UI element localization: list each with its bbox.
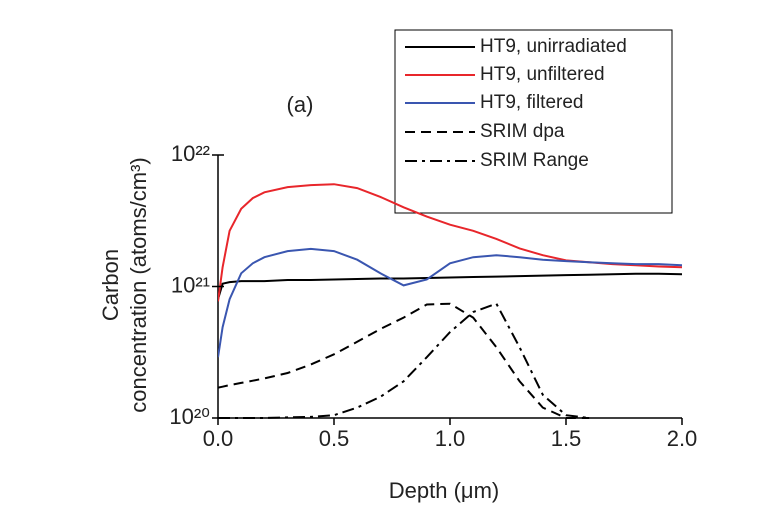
y-tick-label: 10²² (171, 141, 210, 166)
y-axis-label: Carbon (98, 249, 123, 321)
series-line (218, 272, 683, 300)
legend-label: SRIM Range (480, 150, 589, 171)
y-tick-label: 10²⁰ (169, 404, 210, 429)
legend-label: SRIM dpa (480, 121, 565, 142)
chart-title: (a) (287, 92, 314, 117)
legend-label: HT9, unfiltered (480, 64, 605, 85)
x-tick-label: 0.0 (203, 426, 234, 451)
x-tick-label: 0.5 (319, 426, 350, 451)
x-tick-label: 1.5 (551, 426, 582, 451)
y-tick-label: 10²¹ (171, 272, 210, 297)
y-axis-label: concentration (atoms/cm³) (126, 157, 151, 413)
x-tick-label: 1.0 (435, 426, 466, 451)
plot-area (218, 183, 683, 419)
series-line (218, 302, 590, 419)
legend-box (394, 29, 673, 214)
series-line (218, 302, 590, 419)
x-axis-label: Depth (μm) (389, 478, 499, 503)
legend-label: HT9, unirradiated (480, 36, 627, 57)
series-line (218, 247, 683, 358)
legend-label: HT9, filtered (480, 92, 583, 113)
x-tick-label: 2.0 (667, 426, 698, 451)
